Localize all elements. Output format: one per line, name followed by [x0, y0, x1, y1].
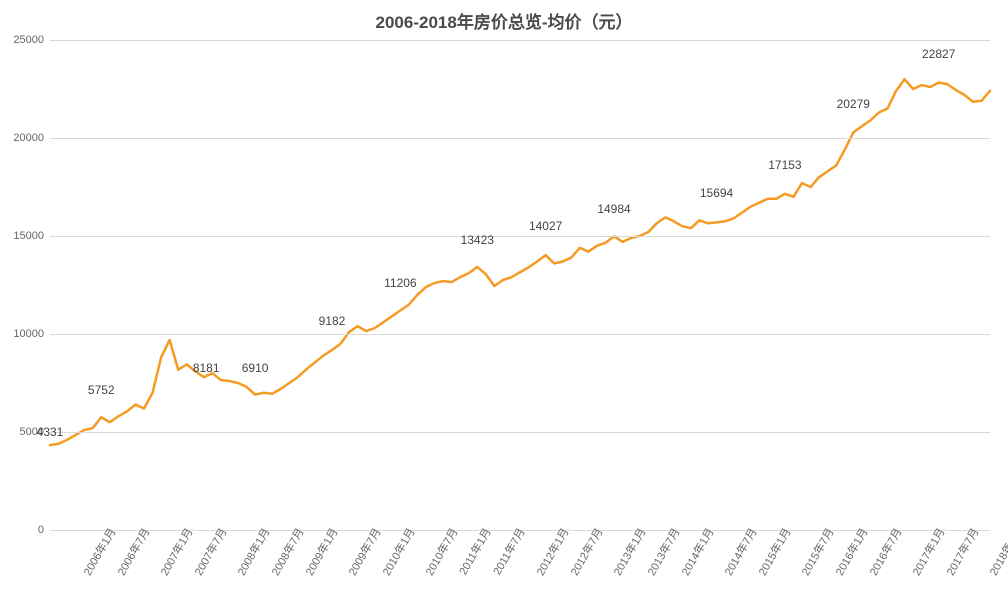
x-axis-tick-label: 2011年7月	[489, 525, 529, 578]
data-point-label: 14027	[529, 219, 562, 233]
x-axis-tick-label: 2006年7月	[113, 525, 153, 579]
y-axis-tick-label: 20000	[13, 132, 50, 144]
data-point-label: 8181	[193, 361, 220, 375]
x-axis-tick-label: 2009年1月	[301, 525, 341, 579]
gridline	[50, 138, 990, 139]
data-point-label: 5752	[88, 383, 115, 397]
price-line	[50, 79, 990, 445]
data-point-label: 14984	[597, 202, 630, 216]
data-point-label: 13423	[461, 233, 494, 247]
data-point-label: 11206	[384, 276, 416, 290]
y-axis-tick-label: 15000	[13, 230, 50, 242]
gridline	[50, 432, 990, 433]
data-point-label: 20279	[837, 97, 870, 111]
x-axis-tick-label: 2014年1月	[677, 525, 717, 579]
price-line-svg	[50, 40, 990, 530]
x-axis-tick-label: 2016年7月	[865, 525, 905, 579]
x-axis-tick-label: 2018年1月	[985, 525, 1008, 579]
gridline	[50, 334, 990, 335]
data-point-label: 17153	[768, 158, 801, 172]
y-axis-tick-label: 10000	[13, 328, 50, 340]
data-point-label: 15694	[700, 186, 733, 200]
data-point-label: 9182	[319, 314, 346, 328]
y-axis-tick-label: 0	[38, 524, 50, 536]
gridline	[50, 236, 990, 237]
y-axis-tick-label: 25000	[13, 34, 50, 46]
chart-title: 2006-2018年房价总览-均价（元）	[0, 0, 1008, 33]
gridline	[50, 40, 990, 41]
chart-plot-area: 05000100001500020000250002006年1月2006年7月2…	[50, 40, 990, 530]
data-point-label: 22827	[922, 47, 955, 61]
data-point-label: 6910	[242, 361, 269, 375]
data-point-label: 4331	[37, 425, 64, 439]
